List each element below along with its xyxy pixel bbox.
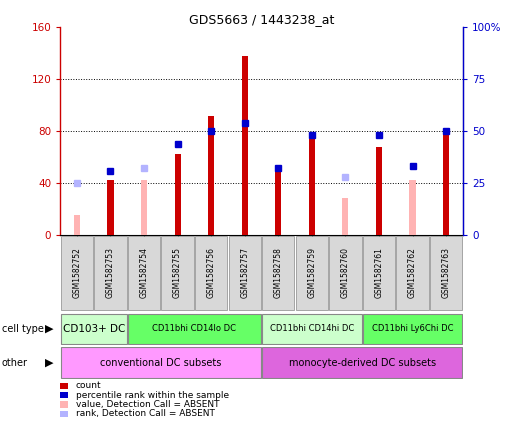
Text: GSM1582761: GSM1582761	[374, 247, 383, 298]
FancyBboxPatch shape	[128, 236, 160, 310]
Text: CD11bhi Ly6Chi DC: CD11bhi Ly6Chi DC	[372, 324, 453, 333]
Text: GSM1582757: GSM1582757	[240, 247, 249, 298]
Text: value, Detection Call = ABSENT: value, Detection Call = ABSENT	[76, 400, 219, 409]
Text: conventional DC subsets: conventional DC subsets	[100, 358, 222, 368]
Text: count: count	[76, 381, 101, 390]
Text: GSM1582759: GSM1582759	[308, 247, 316, 298]
Text: monocyte-derived DC subsets: monocyte-derived DC subsets	[289, 358, 436, 368]
FancyBboxPatch shape	[262, 314, 361, 344]
FancyBboxPatch shape	[295, 236, 328, 310]
FancyBboxPatch shape	[61, 236, 93, 310]
Text: GSM1582752: GSM1582752	[72, 247, 82, 298]
Bar	[107, 180, 113, 235]
Text: GSM1582762: GSM1582762	[408, 247, 417, 298]
FancyBboxPatch shape	[61, 314, 127, 344]
Text: percentile rank within the sample: percentile rank within the sample	[76, 390, 229, 400]
Bar	[275, 170, 281, 235]
Text: GSM1582754: GSM1582754	[140, 247, 149, 298]
Text: GSM1582755: GSM1582755	[173, 247, 182, 298]
Title: GDS5663 / 1443238_at: GDS5663 / 1443238_at	[189, 14, 334, 26]
FancyBboxPatch shape	[229, 236, 261, 310]
Bar	[242, 56, 248, 235]
FancyBboxPatch shape	[162, 236, 194, 310]
Text: GSM1582760: GSM1582760	[341, 247, 350, 298]
Text: ▶: ▶	[46, 324, 54, 334]
Text: CD103+ DC: CD103+ DC	[63, 324, 125, 334]
Text: rank, Detection Call = ABSENT: rank, Detection Call = ABSENT	[76, 409, 215, 418]
Bar	[309, 139, 315, 235]
FancyBboxPatch shape	[396, 236, 429, 310]
Text: GSM1582763: GSM1582763	[441, 247, 451, 298]
FancyBboxPatch shape	[430, 236, 462, 310]
Bar	[376, 147, 382, 235]
Bar	[141, 180, 147, 235]
Bar	[208, 115, 214, 235]
Bar	[175, 154, 180, 235]
Bar	[410, 180, 416, 235]
FancyBboxPatch shape	[329, 236, 361, 310]
Text: GSM1582758: GSM1582758	[274, 247, 283, 298]
Bar	[343, 198, 348, 235]
Text: cell type: cell type	[2, 324, 43, 334]
Text: CD11bhi CD14hi DC: CD11bhi CD14hi DC	[270, 324, 354, 333]
FancyBboxPatch shape	[94, 236, 127, 310]
FancyBboxPatch shape	[61, 348, 261, 378]
Text: other: other	[2, 358, 28, 368]
FancyBboxPatch shape	[363, 236, 395, 310]
Text: GSM1582753: GSM1582753	[106, 247, 115, 298]
FancyBboxPatch shape	[262, 348, 462, 378]
FancyBboxPatch shape	[363, 314, 462, 344]
Text: ▶: ▶	[46, 358, 54, 368]
FancyBboxPatch shape	[128, 314, 261, 344]
Bar	[443, 134, 449, 235]
FancyBboxPatch shape	[195, 236, 228, 310]
Text: GSM1582756: GSM1582756	[207, 247, 215, 298]
Bar	[74, 215, 80, 235]
FancyBboxPatch shape	[262, 236, 294, 310]
Text: CD11bhi CD14lo DC: CD11bhi CD14lo DC	[152, 324, 236, 333]
